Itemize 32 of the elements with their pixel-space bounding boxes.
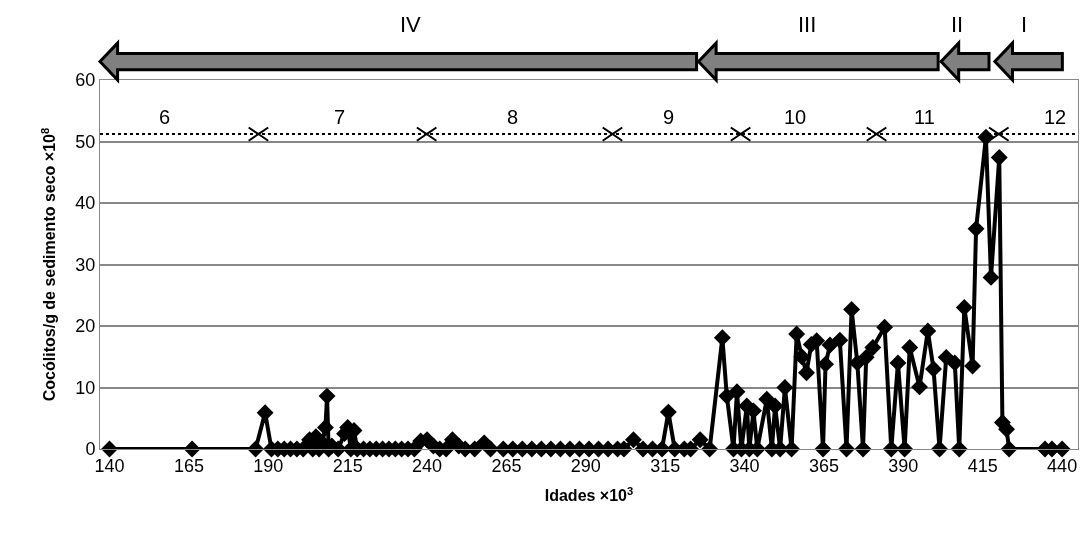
y-tick-label: 50 bbox=[75, 131, 96, 152]
annotation: 6 bbox=[159, 106, 171, 128]
y-tick-label: 40 bbox=[75, 193, 96, 214]
x-tick-label: 340 bbox=[729, 455, 760, 476]
annotation: 9 bbox=[663, 106, 675, 128]
text: I bbox=[1021, 12, 1028, 37]
x-tick-label: 240 bbox=[412, 455, 443, 476]
x-tick-label: 190 bbox=[253, 455, 284, 476]
x-tick-label: 365 bbox=[808, 455, 839, 476]
x-tick-label: 215 bbox=[332, 455, 363, 476]
x-tick-label: 290 bbox=[570, 455, 601, 476]
y-tick-label: 30 bbox=[75, 254, 96, 275]
y-tick-label: 0 bbox=[85, 439, 96, 460]
y-tick-label: 60 bbox=[75, 70, 96, 91]
x-tick-label: 390 bbox=[888, 455, 919, 476]
x-tick-label: 140 bbox=[94, 455, 125, 476]
annotation: 12 bbox=[1044, 106, 1067, 128]
y-tick-label: 10 bbox=[75, 377, 96, 398]
x-tick-label: 440 bbox=[1047, 455, 1078, 476]
x-tick-label: 315 bbox=[650, 455, 681, 476]
annotation: 10 bbox=[784, 106, 807, 128]
x-axis-title: Idades ×10$^{3}$ bbox=[544, 484, 634, 505]
annotation: 8 bbox=[507, 106, 519, 128]
text: IV bbox=[400, 12, 422, 37]
text: III bbox=[798, 12, 817, 37]
annotation: 11 bbox=[914, 106, 935, 128]
y-tick-label: 20 bbox=[75, 316, 96, 337]
x-tick-label: 265 bbox=[491, 455, 522, 476]
x-tick-label: 165 bbox=[173, 455, 204, 476]
annotation: 7 bbox=[334, 106, 346, 128]
x-tick-label: 415 bbox=[967, 455, 998, 476]
text: II bbox=[951, 12, 964, 37]
